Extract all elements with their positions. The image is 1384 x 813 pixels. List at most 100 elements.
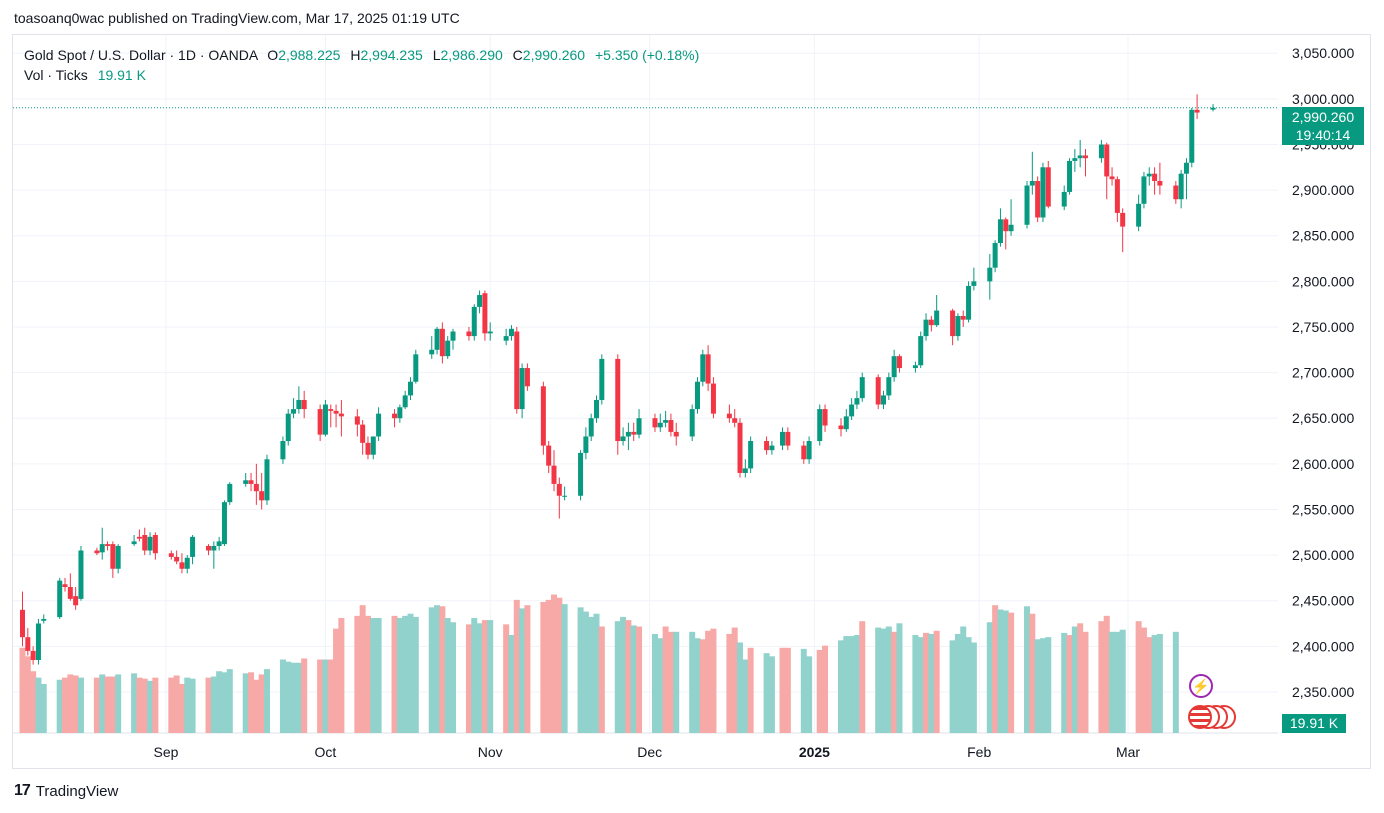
candle-body (317, 409, 323, 435)
candle-body (1067, 160, 1073, 192)
volume-bar (263, 669, 270, 733)
candle-body (190, 536, 196, 557)
volume-bar (694, 638, 701, 733)
candle-body (1120, 212, 1126, 227)
candle-body (843, 416, 849, 430)
candle-body (1210, 107, 1216, 110)
candle-body (206, 545, 212, 551)
candle-body (689, 409, 695, 437)
lightning-icon[interactable]: ⚡ (1189, 674, 1213, 698)
volume-bar (625, 620, 632, 733)
volume-bar (471, 617, 478, 733)
candle-body (987, 267, 993, 282)
volume-bar (402, 615, 409, 733)
candle-body (992, 243, 998, 268)
candle-body (625, 431, 631, 437)
candle-body (147, 536, 153, 551)
candle-body (376, 413, 382, 437)
candle-body (514, 331, 520, 410)
candle-body (94, 550, 100, 554)
volume-bar (226, 669, 233, 733)
candle-body (429, 349, 435, 355)
candle-body (588, 418, 594, 437)
candle-body (556, 483, 562, 496)
volume-bar (848, 636, 855, 733)
candle-body (785, 431, 791, 446)
volume-bar (588, 616, 595, 733)
volume-bar (540, 602, 547, 733)
volume-bar (726, 633, 733, 733)
volume-bar (806, 656, 813, 733)
volume-bar (992, 605, 999, 733)
candle-body (365, 442, 371, 455)
volume-bar (598, 626, 605, 733)
candle-body (934, 310, 940, 326)
y-tick-label: 2,900.000 (1292, 182, 1354, 198)
legend-volume-label[interactable]: Vol · Ticks (24, 67, 88, 83)
candle-body (450, 331, 456, 341)
volume-bar (1002, 610, 1009, 733)
candle-body (748, 441, 754, 469)
candle-body (333, 410, 339, 414)
chart-frame[interactable] (12, 34, 1371, 769)
footer-brand[interactable]: 17 TradingView (14, 782, 118, 800)
candle-body (253, 483, 259, 492)
volume-bar (651, 633, 658, 733)
volume-bar (561, 604, 568, 733)
candle-body (1141, 176, 1147, 204)
volume-bar (986, 622, 993, 733)
candle-body (923, 319, 929, 337)
candle-body (99, 544, 105, 553)
y-tick-label: 2,650.000 (1292, 410, 1354, 426)
volume-bar (258, 674, 265, 733)
candle-body (801, 445, 807, 460)
volume-bar (141, 678, 148, 733)
volume-bar (253, 679, 260, 733)
candle-body (291, 409, 297, 414)
candle-body (881, 395, 887, 405)
candle-body (780, 431, 786, 446)
volume-bar (1029, 613, 1036, 733)
y-tick-label: 3,050.000 (1292, 45, 1354, 61)
candle-body (322, 404, 328, 435)
economic-events-group[interactable] (1188, 705, 1248, 731)
volume-bar (508, 635, 515, 733)
volume-bar (62, 677, 69, 733)
candle-body (392, 413, 398, 419)
current-volume-label: 19.91 K (1282, 714, 1346, 733)
volume-bar (56, 679, 63, 733)
candle-body (1077, 155, 1083, 159)
candle-body (822, 409, 828, 426)
candle-body (471, 306, 477, 337)
candle-body (1173, 185, 1179, 200)
volume-bar (636, 626, 643, 733)
legend-low-value: 2,986.290 (440, 47, 503, 63)
candle-body (264, 459, 270, 501)
candle-body (631, 431, 637, 435)
candle-body (243, 480, 249, 484)
legend-ohlc-row: Gold Spot / U.S. Dollar · 1D · OANDA O2,… (24, 45, 699, 65)
candle-body (578, 452, 584, 496)
volume-bar (673, 631, 680, 733)
volume-bar (178, 684, 185, 733)
candle-body (280, 441, 286, 460)
candle-body (439, 328, 445, 357)
legend-close-label: C (512, 47, 523, 63)
volume-bar (210, 676, 217, 733)
volume-bar (184, 677, 191, 733)
us-flag-icon[interactable] (1188, 705, 1212, 729)
y-tick-label: 2,700.000 (1292, 365, 1354, 381)
volume-bar (822, 645, 829, 733)
candle-body (673, 431, 679, 437)
volume-bar (513, 599, 520, 733)
volume-bar (322, 659, 329, 733)
candle-body (726, 413, 732, 419)
legend-low-label: L (432, 47, 441, 63)
candle-body (1082, 155, 1088, 159)
volume-bar (147, 680, 154, 733)
bar-countdown: 19:40:14 (1295, 127, 1351, 143)
legend-symbol[interactable]: Gold Spot / U.S. Dollar · 1D · OANDA (24, 47, 258, 63)
volume-bar (364, 615, 371, 733)
tradingview-logo-icon: 17 (14, 782, 31, 799)
